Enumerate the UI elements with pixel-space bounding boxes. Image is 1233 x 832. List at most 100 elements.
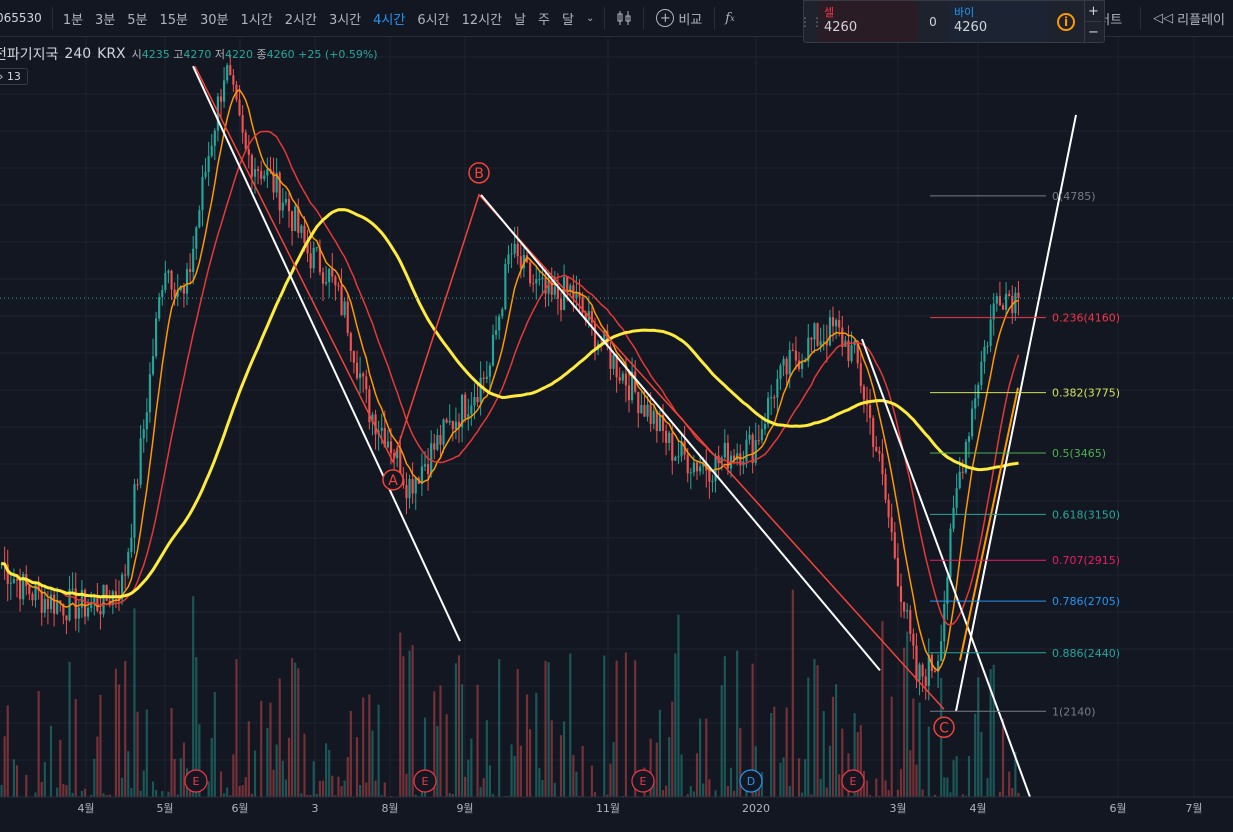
buy-button[interactable]: 바이 4260 <box>948 1 1048 42</box>
candle-body <box>167 270 170 273</box>
x-tick-label: 5월 <box>156 802 173 815</box>
volume-bar <box>516 669 519 797</box>
wave-label-circle <box>468 162 490 184</box>
candle-body <box>71 588 74 590</box>
volume-bar <box>726 786 729 797</box>
info-button[interactable]: i <box>1048 1 1084 42</box>
symbol-name[interactable]: 전파기지국 <box>0 47 59 63</box>
candle-body <box>878 451 881 454</box>
replay-button[interactable]: ◁◁ 리플레이 <box>1145 9 1233 28</box>
fib-level-label: 0(4785) <box>1052 190 1096 203</box>
candle-body <box>219 96 223 102</box>
decrease-button[interactable]: − <box>1084 22 1102 42</box>
interval-3[interactable]: 15분 <box>159 12 189 28</box>
candle-body <box>383 427 386 448</box>
x-tick-label: 4월 <box>969 802 986 815</box>
candle-body <box>287 199 291 212</box>
interval-5[interactable]: 1시간 <box>240 12 273 28</box>
fib-level-label: 0.886(2440) <box>1052 647 1120 660</box>
x-tick-label: 2020 <box>742 802 770 815</box>
interval-13[interactable]: 달 <box>561 12 574 28</box>
candle-body <box>751 434 754 464</box>
increase-button[interactable]: + <box>1084 1 1102 22</box>
candle-body <box>257 169 260 171</box>
interval-7[interactable]: 3시간 <box>328 12 362 28</box>
sell-button[interactable]: 셀 4260 <box>818 1 918 42</box>
volume-bar <box>949 792 952 797</box>
volume-bar <box>37 691 40 797</box>
chevron-down-icon[interactable]: ⌄ <box>585 12 595 24</box>
ohlc-values: 시4235 고4270 저4220 종4260 +25 (+0.59%) <box>132 46 378 62</box>
candle-body <box>903 602 906 612</box>
candle-body <box>9 582 12 584</box>
volume-bar <box>334 795 337 797</box>
candle-body <box>615 354 618 378</box>
volume-bar <box>405 773 408 797</box>
candlestick-style-icon[interactable] <box>609 9 639 27</box>
compare-button[interactable]: + 비교 <box>648 9 710 28</box>
candle-body <box>210 145 213 156</box>
price-chart[interactable]: 0(4785) 0.236(4160) 0.382(3775) 0.5(3465) 0.… <box>0 37 1233 832</box>
candle-body <box>538 279 541 281</box>
candle-body <box>1008 293 1011 297</box>
volume-bar <box>83 788 87 797</box>
candle-body <box>34 584 37 601</box>
volume-bar <box>559 735 563 797</box>
candle-body <box>1005 293 1008 310</box>
interval-0[interactable]: 1분 <box>62 12 84 28</box>
volume-bar <box>170 707 173 797</box>
volume-bar <box>161 791 164 797</box>
fibonacci-levels: 0(4785) 0.236(4160) 0.382(3775) 0.5(3465) 0.… <box>930 190 1120 718</box>
interval-1[interactable]: 3분 <box>95 12 116 28</box>
volume-bar <box>609 763 612 797</box>
volume-bar <box>331 775 334 797</box>
candle-body <box>813 323 816 340</box>
interval-2[interactable]: 5분 <box>127 12 148 28</box>
volume-bar <box>1005 795 1008 797</box>
toolbar-divider <box>643 7 645 29</box>
volume-bar <box>436 726 439 797</box>
interval-8[interactable]: 4시간 <box>373 12 406 28</box>
moving-averages <box>0 88 1233 672</box>
interval-10[interactable]: 12시간 <box>461 12 503 28</box>
volume-bar <box>74 699 77 797</box>
interval-4[interactable]: 30분 <box>200 12 229 28</box>
volume-bar <box>751 663 754 797</box>
candle-body <box>912 633 915 646</box>
volume-bar <box>773 706 776 797</box>
candle-body <box>349 333 352 351</box>
candle-body <box>940 641 943 662</box>
candle-body <box>961 471 964 473</box>
candle-body <box>448 420 451 423</box>
candle-body <box>414 477 417 494</box>
interval-11[interactable]: 날 <box>514 12 526 28</box>
volume-bar <box>467 759 470 797</box>
candle-body <box>680 441 683 457</box>
volume-bar <box>408 650 411 797</box>
drag-handle-icon[interactable]: ⋮⋮ <box>799 14 823 29</box>
candle-body <box>46 599 49 610</box>
interval-value: 240 <box>64 46 92 62</box>
volume-bar <box>822 711 825 797</box>
interval-6[interactable]: 2시간 <box>284 12 317 28</box>
volume-bar <box>513 755 516 797</box>
candle-body <box>773 397 776 399</box>
candle-body <box>862 386 865 400</box>
interval-12[interactable]: 주 <box>538 12 550 28</box>
candle-body <box>232 75 235 85</box>
candle-body <box>457 421 461 428</box>
volume-bar <box>782 757 785 797</box>
interval-9[interactable]: 6시간 <box>417 12 450 28</box>
volume-bar <box>114 668 117 797</box>
volume-bar <box>563 721 566 797</box>
candle-body <box>204 171 207 177</box>
event-marker-circle <box>841 769 865 793</box>
symbol-code[interactable]: 065530 <box>0 11 42 25</box>
toolbar-divider <box>51 7 53 29</box>
indicators-toggle[interactable]: › 13 <box>0 68 28 85</box>
volume-bar <box>541 779 544 797</box>
volume-bar <box>90 794 93 797</box>
volume-bar <box>464 776 467 797</box>
wave-label-C: C <box>939 720 949 736</box>
